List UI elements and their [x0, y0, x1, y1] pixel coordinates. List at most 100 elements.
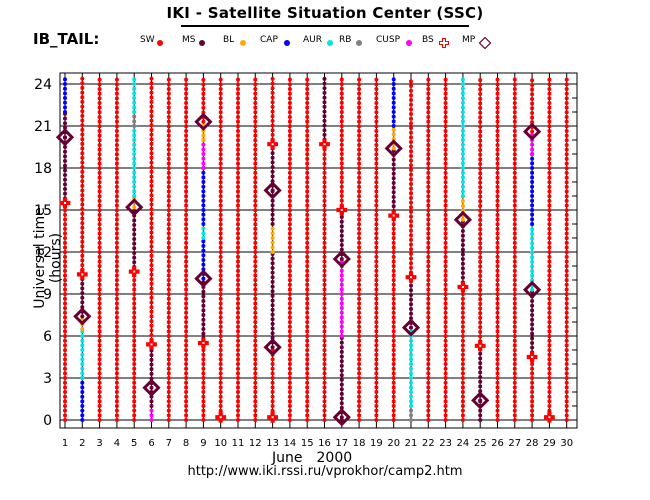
region-point-ms: [409, 288, 413, 293]
region-point-sw: [512, 362, 517, 367]
region-point-sw: [149, 132, 154, 137]
region-point-sw: [184, 278, 189, 283]
region-point-sw: [460, 329, 465, 334]
region-point-sw: [166, 366, 171, 371]
region-point-cap: [201, 198, 206, 203]
region-point-aur: [80, 343, 85, 348]
region-point-sw: [132, 301, 137, 306]
region-point-sw: [253, 156, 258, 161]
region-point-sw: [132, 324, 137, 329]
region-point-sw: [305, 282, 310, 287]
region-point-sw: [564, 133, 569, 138]
region-point-sw: [114, 320, 119, 325]
region-point-aur: [460, 82, 465, 87]
region-point-sw: [547, 124, 552, 129]
x-tick-label: 4: [114, 438, 120, 449]
region-point-sw: [114, 287, 119, 292]
region-point-sw: [495, 352, 500, 357]
region-point-sw: [166, 250, 171, 255]
region-point-cusp: [339, 282, 344, 287]
region-point-sw: [114, 376, 119, 381]
region-point-sw: [495, 264, 500, 269]
region-point-sw: [495, 254, 500, 259]
region-point-sw: [495, 226, 500, 231]
region-point-sw: [564, 180, 569, 185]
region-point-sw: [270, 357, 275, 362]
region-point-ms: [270, 169, 275, 174]
x-tick-label: 23: [439, 438, 452, 449]
region-point-ms: [201, 322, 206, 327]
region-point-sw: [184, 142, 189, 147]
region-point-sw: [97, 110, 102, 115]
region-point-sw: [478, 208, 483, 213]
region-point-sw: [409, 102, 413, 107]
region-point-sw: [564, 152, 569, 157]
region-point-sw: [114, 105, 119, 110]
region-point-sw: [495, 357, 500, 362]
region-point-sw: [443, 226, 448, 231]
region-point-sw: [495, 418, 500, 422]
region-point-sw: [547, 189, 552, 194]
region-point-sw: [530, 110, 535, 115]
region-point-sw: [149, 216, 154, 221]
region-point-aur: [460, 138, 465, 143]
region-point-sw: [80, 258, 85, 263]
region-point-sw: [443, 100, 448, 105]
region-point-aur: [460, 91, 465, 96]
region-point-sw: [287, 180, 292, 185]
region-point-sw: [426, 385, 431, 390]
region-point-sw: [114, 371, 119, 376]
magnetopause-marker: [453, 210, 473, 229]
region-point-sw: [547, 250, 552, 255]
region-point-ms: [391, 204, 396, 209]
region-point-ms: [63, 135, 67, 140]
region-point-aur: [132, 142, 137, 147]
region-point-cap: [63, 91, 67, 96]
region-point-aur: [460, 142, 465, 147]
x-tick-label: 28: [526, 438, 539, 449]
region-point-sw: [530, 413, 535, 418]
region-point-sw: [166, 390, 171, 395]
region-point-sw: [166, 105, 171, 110]
region-point-sw: [443, 357, 448, 362]
region-point-sw: [512, 376, 517, 381]
bow-shock-marker: [146, 338, 157, 350]
region-point-ms: [409, 311, 413, 316]
region-point-sw: [357, 292, 362, 297]
region-point-sw: [478, 96, 483, 101]
region-point-sw: [236, 320, 240, 325]
region-point-sw: [201, 348, 206, 353]
region-point-sw: [426, 306, 431, 311]
region-point-rb: [132, 119, 137, 124]
region-point-sw: [443, 254, 448, 259]
region-point-ms: [339, 405, 344, 410]
region-point-sw: [287, 357, 292, 362]
region-point-sw: [530, 87, 535, 92]
region-point-sw: [305, 124, 310, 129]
region-point-sw: [374, 380, 379, 385]
region-point-sw: [114, 292, 119, 297]
region-point-sw: [97, 310, 102, 315]
region-point-sw: [253, 282, 258, 287]
magnetopause-marker: [142, 378, 161, 397]
region-point-sw: [184, 292, 189, 297]
region-point-sw: [357, 366, 362, 371]
region-point-sw: [305, 86, 310, 91]
region-point-ms: [80, 281, 85, 286]
region-point-sw: [443, 142, 448, 147]
region-point-sw: [253, 296, 258, 301]
region-point-sw: [391, 408, 396, 413]
region-point-sw: [512, 329, 517, 334]
region-point-aur: [460, 161, 465, 166]
region-point-sw: [391, 231, 396, 236]
region-point-sw: [374, 408, 379, 413]
region-point-sw: [564, 324, 569, 329]
region-point-sw: [63, 390, 67, 395]
region-point-sw: [512, 418, 517, 422]
source-url[interactable]: http://www.iki.rssi.ru/vprokhor/camp2.ht…: [187, 464, 463, 479]
region-point-sw: [357, 142, 362, 147]
region-point-sw: [495, 245, 500, 250]
region-point-sw: [97, 273, 102, 278]
region-point-sw: [218, 390, 223, 395]
region-point-sw: [512, 287, 517, 292]
